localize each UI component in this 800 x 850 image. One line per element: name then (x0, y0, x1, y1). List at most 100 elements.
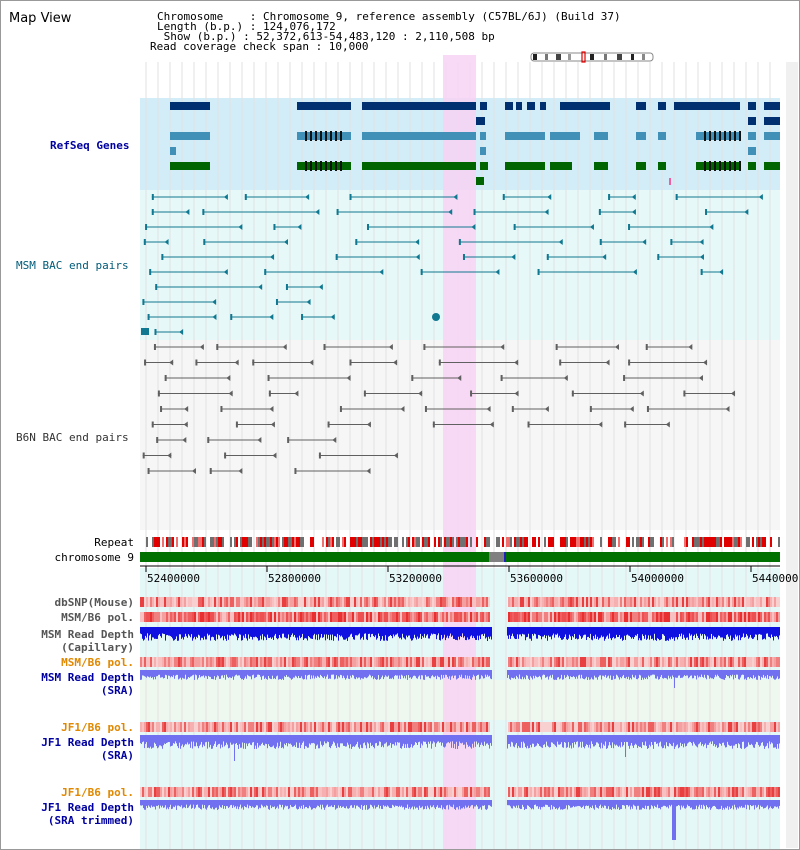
depth-bar (186, 670, 187, 680)
heat-cell (722, 787, 724, 797)
heat-cell (402, 787, 404, 797)
track-label-refseq[interactable]: RefSeq Genes (50, 139, 130, 152)
heat-cell (768, 657, 770, 667)
depth-bar (521, 800, 522, 809)
depth-bar (680, 627, 681, 637)
depth-bar (616, 627, 617, 635)
depth-bar (210, 800, 211, 809)
heat-cell (712, 612, 714, 622)
heat-cell (406, 787, 408, 797)
heat-cell (152, 787, 154, 797)
depth-bar (517, 800, 518, 808)
heat-cell (470, 657, 472, 667)
depth-bar (521, 627, 522, 637)
depth-bar (434, 670, 435, 678)
depth-bar (773, 627, 774, 641)
depth-bar (305, 627, 306, 639)
depth-bar (618, 670, 619, 678)
depth-bar (144, 670, 145, 677)
heat-cell (372, 597, 374, 607)
depth-bar (471, 800, 472, 806)
heat-cell (462, 722, 464, 732)
depth-bar (692, 735, 693, 746)
track-label-b6n-bac[interactable]: B6N BAC end pairs (16, 431, 129, 444)
depth-bar (698, 800, 699, 807)
depth-bar (753, 627, 754, 639)
heat-cell (230, 722, 232, 732)
heat-cell (728, 722, 730, 732)
depth-bar (206, 800, 207, 810)
heat-cell (650, 787, 652, 797)
depth-bar (366, 627, 367, 640)
heat-cell (174, 612, 176, 622)
depth-bar (209, 670, 210, 677)
depth-bar (533, 627, 534, 636)
depth-bar (247, 627, 248, 641)
depth-bar (634, 627, 635, 638)
heat-cell (636, 722, 638, 732)
heat-cell (294, 722, 296, 732)
depth-bar (561, 735, 562, 743)
depth-bar (575, 800, 576, 807)
heat-cell (276, 657, 278, 667)
depth-bar (648, 627, 649, 636)
depth-bar (349, 627, 350, 637)
depth-bar (160, 800, 161, 806)
depth-bar (763, 735, 764, 746)
depth-bar (395, 800, 396, 806)
depth-bar (569, 800, 570, 806)
depth-bar (450, 800, 451, 807)
depth-bar (614, 670, 615, 680)
bac-end (624, 421, 627, 428)
depth-bar (278, 627, 279, 639)
gene-feature (658, 132, 666, 140)
gene-feature (550, 132, 580, 140)
bac-end (268, 390, 271, 397)
repeat-mark (262, 537, 264, 547)
depth-bar (574, 627, 575, 635)
heat-cell (526, 597, 528, 607)
depth-bar (155, 670, 156, 680)
depth-bar (311, 735, 312, 744)
depth-bar (215, 735, 216, 742)
depth-bar (459, 735, 460, 742)
depth-bar (432, 670, 433, 676)
depth-bar (292, 670, 293, 679)
heat-cell (654, 787, 656, 797)
depth-bar (542, 670, 543, 676)
depth-bar (631, 735, 632, 743)
heat-cell (430, 612, 432, 622)
repeat-mark (152, 537, 154, 547)
depth-bar (692, 800, 693, 810)
depth-bar (432, 627, 433, 635)
heat-cell (648, 722, 650, 732)
depth-bar (718, 800, 719, 810)
depth-bar (418, 627, 419, 639)
depth-bar (524, 670, 525, 678)
heat-cell (770, 657, 772, 667)
depth-bar (163, 627, 164, 634)
heat-cell (638, 657, 640, 667)
gene-feature (550, 162, 572, 170)
depth-bar (329, 800, 330, 807)
depth-bar (740, 735, 741, 749)
depth-bar (461, 800, 462, 809)
heat-cell (212, 597, 214, 607)
heat-cell (548, 612, 550, 622)
depth-bar (413, 735, 414, 746)
depth-bar (401, 627, 402, 640)
depth-bar (317, 670, 318, 676)
heat-cell (544, 657, 546, 667)
depth-bar (485, 735, 486, 746)
depth-bar (645, 735, 646, 742)
heat-cell (418, 722, 420, 732)
depth-bar (441, 627, 442, 636)
heat-cell (180, 657, 182, 667)
heat-cell (182, 612, 184, 622)
heat-cell (150, 722, 152, 732)
track-label-msm-bac[interactable]: MSM BAC end pairs (16, 259, 129, 272)
depth-bar (742, 670, 743, 675)
depth-bar (745, 800, 746, 805)
depth-bar (292, 800, 293, 808)
